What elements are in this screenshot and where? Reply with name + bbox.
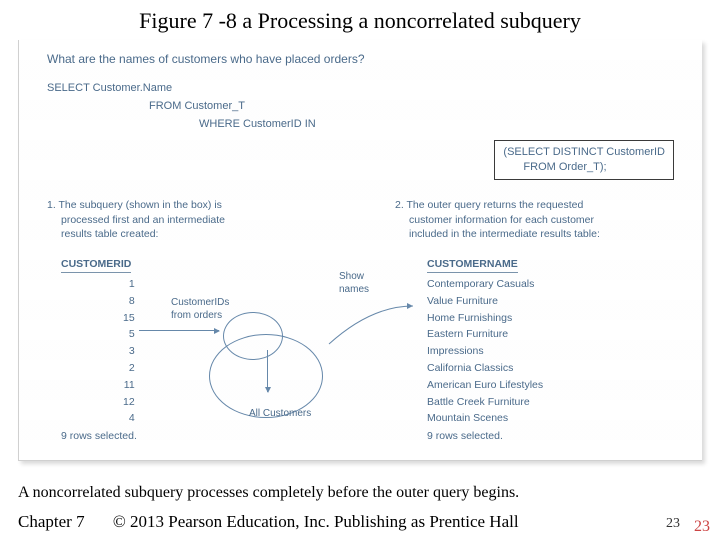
table-row: Eastern Furniture bbox=[427, 326, 543, 343]
table-row: 8 bbox=[123, 293, 135, 310]
table-row: 2 bbox=[123, 360, 135, 377]
page-number-outer: 23 bbox=[694, 518, 710, 536]
prompt-text: What are the names of customers who have… bbox=[47, 52, 365, 66]
note-2: 2. The outer query returns the requested… bbox=[409, 198, 629, 242]
right-table-footer: 9 rows selected. bbox=[427, 430, 503, 442]
table-row: Contemporary Casuals bbox=[427, 276, 543, 293]
venn-inner-ellipse bbox=[223, 312, 283, 360]
label-show-names: Shownames bbox=[339, 270, 369, 296]
subquery-line1: (SELECT DISTINCT CustomerID bbox=[503, 146, 665, 158]
table-row: 11 bbox=[123, 377, 135, 394]
sql-from: FROM Customer_T bbox=[149, 100, 245, 112]
content-panel: What are the names of customers who have… bbox=[18, 40, 702, 461]
figure-caption: A noncorrelated subquery processes compl… bbox=[18, 484, 702, 502]
left-table-header: CUSTOMERID bbox=[61, 258, 131, 273]
sql-select: SELECT Customer.Name bbox=[47, 82, 172, 94]
table-row: 15 bbox=[123, 310, 135, 327]
table-row: Mountain Scenes bbox=[427, 410, 543, 427]
arrow-to-inner bbox=[139, 330, 219, 332]
figure-title: Figure 7 -8 a Processing a noncorrelated… bbox=[0, 8, 720, 34]
table-row: American Euro Lifestyles bbox=[427, 377, 543, 394]
table-row: 4 bbox=[123, 410, 135, 427]
footer-chapter: Chapter 7 bbox=[18, 512, 85, 531]
arrow-inner-to-outer bbox=[267, 350, 269, 392]
table-row: 3 bbox=[123, 343, 135, 360]
label-outer-ellipse: All Customers bbox=[249, 408, 311, 419]
right-table-header: CUSTOMERNAME bbox=[427, 258, 518, 273]
arrow-to-names bbox=[323, 300, 419, 350]
page-number-inner: 23 bbox=[666, 516, 680, 532]
subquery-line2: FROM Order_T); bbox=[503, 160, 665, 175]
table-row: 1 bbox=[123, 276, 135, 293]
table-row: 12 bbox=[123, 394, 135, 411]
sql-where: WHERE CustomerID IN bbox=[199, 118, 316, 130]
footer-copyright: © 2013 Pearson Education, Inc. Publishin… bbox=[113, 512, 519, 531]
table-row: Value Furniture bbox=[427, 293, 543, 310]
panel-inner: What are the names of customers who have… bbox=[19, 40, 702, 460]
table-row: California Classics bbox=[427, 360, 543, 377]
customer-id-list: 181553211124 bbox=[123, 276, 135, 427]
label-inner-ellipse: CustomerIDsfrom orders bbox=[171, 296, 229, 322]
table-row: Home Furnishings bbox=[427, 310, 543, 327]
subquery-box: (SELECT DISTINCT CustomerID FROM Order_T… bbox=[494, 140, 674, 180]
left-table-footer: 9 rows selected. bbox=[61, 430, 137, 442]
table-row: Battle Creek Furniture bbox=[427, 394, 543, 411]
table-row: 5 bbox=[123, 326, 135, 343]
table-row: Impressions bbox=[427, 343, 543, 360]
note-1: 1. The subquery (shown in the box) is pr… bbox=[61, 198, 251, 242]
footer: Chapter 7 © 2013 Pearson Education, Inc.… bbox=[18, 512, 519, 532]
customer-name-list: Contemporary CasualsValue FurnitureHome … bbox=[427, 276, 543, 427]
